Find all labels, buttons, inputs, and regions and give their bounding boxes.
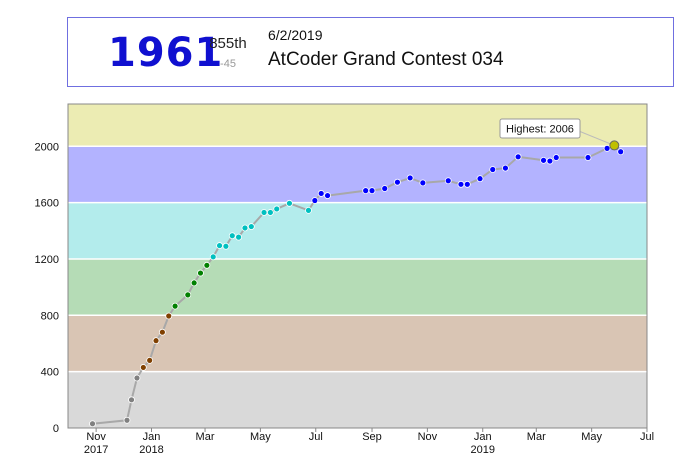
rating-points [89,144,625,428]
rating-point [552,154,560,161]
plot-frame [67,103,648,429]
rating-point [165,312,173,320]
y-tick-label: 400 [41,367,59,379]
rating-point [260,209,268,216]
rating-point [266,209,274,216]
x-tick-year: 2018 [139,444,163,456]
y-tick-label: 0 [53,423,59,435]
rating-point [216,242,223,249]
contest-rank: 855th [209,35,247,52]
x-tick-year: 2019 [470,444,494,456]
rating-point [158,328,166,336]
y-tick-label: 2000 [35,141,59,153]
rating-bands [68,104,647,428]
rating-point [286,199,293,207]
rating-point [209,253,217,261]
x-tick-year: 2017 [84,444,108,456]
y-tick-label: 1200 [35,254,59,266]
current-rating: 1961 [108,30,224,76]
highest-label-box [499,118,581,139]
rating-point [362,187,370,195]
x-tick-label: Mar [527,431,546,443]
rating-point [502,164,509,172]
rating-point [603,144,611,152]
x-tick-label: Mar [196,431,215,443]
rating-point [222,242,230,250]
rating-band-blue [68,146,647,203]
rating-point [584,154,592,161]
rating-point [617,148,625,156]
y-tick-label: 1600 [35,198,59,210]
rating-point [311,197,319,204]
rating-point [89,420,96,428]
highest-leader-line [579,131,615,146]
rating-point [128,396,135,404]
rating-point [463,180,471,188]
rating-point [190,279,198,287]
contest-date: 6/2/2019 [268,27,323,43]
rating-delta: -45 [220,58,236,70]
rating-point [241,224,249,232]
rating-point [228,232,236,240]
rating-point [133,374,141,382]
rating-point [171,302,179,310]
rating-point [235,233,243,241]
x-tick-label: Jan [474,431,492,443]
rating-point [394,178,401,186]
rating-point [540,156,547,164]
rating-point [139,364,147,371]
rating-point [489,166,497,173]
rating-point [184,291,192,299]
rating-band-gray [68,371,647,428]
rating-point [381,185,389,192]
x-tick-label: Nov [418,431,438,443]
rating-point [305,206,312,214]
x-tick-label: May [250,431,271,443]
x-tick-label: Nov [86,431,106,443]
rating-point [476,175,484,183]
rating-band-cyan [68,202,647,259]
rating-status-card: 1961 855th -45 6/2/2019 AtCoder Grand Co… [67,17,674,87]
x-tick-label: Jul [309,431,323,443]
rating-point [324,192,331,199]
rating-point [444,177,452,185]
rating-band-green [68,258,647,316]
x-tick-label: Jan [143,431,161,443]
rating-point [514,153,522,161]
x-tick-label: May [581,431,602,443]
rating-point [247,223,255,230]
y-tick-label: 800 [41,310,59,322]
rating-point [546,157,554,165]
rating-point [317,190,325,197]
rating-point [197,269,204,277]
rating-point [419,179,427,187]
contest-name[interactable]: AtCoder Grand Contest 034 [268,49,504,70]
rating-point [123,416,131,424]
rating-point [273,205,281,213]
highest-label: Highest: 2006 [506,124,574,136]
rating-point [457,180,465,188]
rating-point [152,337,160,345]
rating-point [203,261,211,269]
highest-point [609,140,620,151]
x-tick-label: Jul [640,431,654,443]
rating-point [146,356,154,364]
rating-point [368,187,376,195]
rating-point [406,174,414,182]
highest-annotation: Highest: 2006 [499,118,620,151]
x-tick-label: Sep [362,431,382,443]
